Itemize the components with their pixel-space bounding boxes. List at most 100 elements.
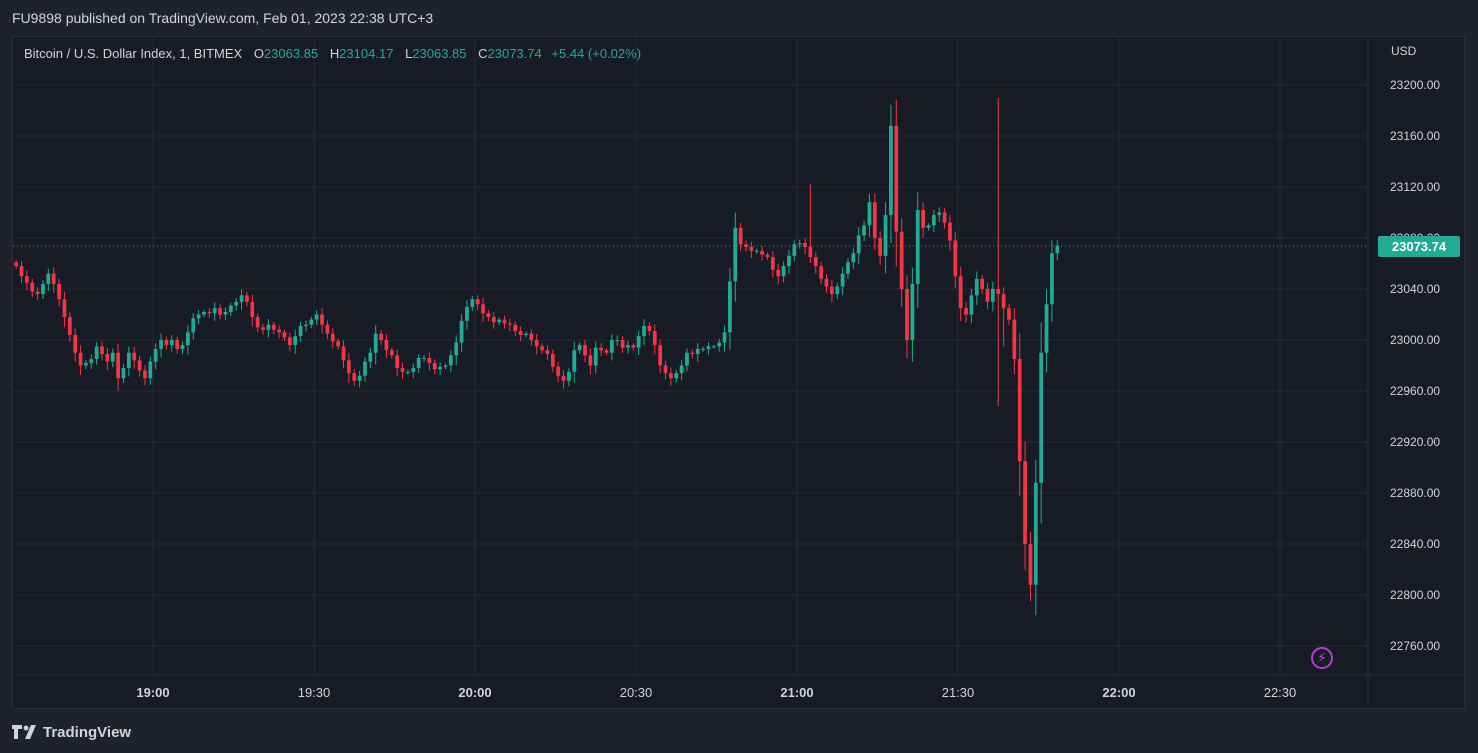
candle-body (465, 306, 469, 321)
candle-body (379, 333, 383, 340)
symbol-description[interactable]: Bitcoin / U.S. Dollar Index, 1, BITMEX (24, 46, 243, 61)
candle-body (41, 283, 45, 295)
y-tick-label: 23040.00 (1390, 282, 1440, 296)
candle-body (567, 371, 571, 381)
candle-body (706, 346, 711, 349)
candle-body (669, 373, 673, 379)
candle-body (1033, 482, 1038, 585)
candle-body (980, 278, 985, 289)
candle-body (196, 314, 201, 319)
candle-body (824, 278, 829, 287)
candle-body (749, 246, 754, 251)
y-tick-label: 23000.00 (1390, 333, 1440, 347)
candle-body (540, 346, 544, 351)
candle-body (422, 357, 426, 359)
candle-body (899, 231, 904, 289)
last-price-tag: 23073.74 (1378, 236, 1460, 257)
candle-body (191, 318, 196, 333)
candle-body (228, 305, 233, 312)
candle-body (475, 299, 480, 305)
candle-body (46, 273, 51, 284)
candle-body (347, 360, 351, 374)
candle-body (100, 346, 104, 355)
candlestick-chart[interactable]: 23200.0023160.0023120.0023080.0023040.00… (13, 37, 1464, 708)
candle-body (373, 333, 378, 353)
candle-body (889, 125, 893, 216)
candle-body (491, 317, 496, 323)
x-tick-label: 22:00 (1102, 685, 1135, 700)
candle-body (636, 336, 641, 348)
high-label: H (329, 46, 340, 61)
candle-body (416, 357, 421, 369)
candle-body (631, 345, 636, 348)
candle-body (717, 342, 722, 347)
candle-body (813, 257, 818, 267)
candle-body (180, 345, 185, 349)
publisher-line: FU9898 published on TradingView.com, Feb… (12, 10, 434, 26)
x-tick-label: 19:30 (298, 685, 331, 700)
candle-body (508, 323, 512, 325)
candle-body (314, 314, 319, 320)
candle-body (159, 340, 163, 349)
candle-body (51, 273, 56, 284)
candle-body (62, 299, 67, 318)
chart-frame[interactable]: 23200.0023160.0023120.0023080.0023040.00… (12, 36, 1465, 709)
candle-body (953, 240, 958, 277)
candle-body (856, 235, 861, 254)
candle-body (803, 243, 807, 247)
candle-body (872, 202, 877, 238)
candle-body (14, 262, 19, 267)
candle-body (1007, 308, 1011, 320)
candle-body (454, 342, 459, 356)
candle-body (239, 295, 244, 302)
tradingview-logo-icon[interactable] (12, 725, 38, 739)
candle-body (121, 368, 126, 379)
candle-body (615, 340, 620, 341)
candle-body (1039, 352, 1044, 483)
candle-body (470, 299, 475, 307)
y-tick-label: 23120.00 (1390, 180, 1440, 194)
candle-body (1028, 544, 1033, 585)
close-label: C (478, 46, 488, 61)
ohlc-legend: Bitcoin / U.S. Dollar Index, 1, BITMEX O… (24, 46, 641, 61)
candle-body (164, 340, 169, 346)
candle-body (792, 244, 797, 256)
candle-body (153, 348, 158, 362)
candle-body (577, 345, 582, 351)
candle-body (830, 286, 834, 295)
candle-body (878, 238, 883, 256)
candle-body (534, 340, 539, 347)
candle-body (642, 325, 646, 337)
candle-body (282, 332, 287, 338)
low-label: L (405, 46, 413, 61)
open-label: O (253, 46, 264, 61)
candle-body (277, 329, 281, 333)
candle-body (330, 333, 335, 342)
candle-body (132, 352, 137, 361)
candle-body (921, 209, 925, 228)
candle-body (352, 373, 357, 381)
candle-body (840, 273, 845, 287)
candle-body (695, 348, 700, 355)
candle-body (663, 365, 668, 374)
candle-body (148, 361, 153, 379)
candle-body (765, 254, 770, 258)
candle-body (1044, 304, 1049, 353)
candle-body (744, 244, 748, 247)
candle-body (1017, 359, 1022, 462)
candle-body (78, 352, 83, 366)
candle-body (84, 362, 88, 366)
candle-body (776, 269, 781, 277)
candle-body (169, 340, 174, 346)
candle-body (556, 366, 561, 376)
y-tick-label: 22800.00 (1390, 588, 1440, 602)
brand-name[interactable]: TradingView (43, 723, 132, 741)
lightning-icon[interactable]: ⚡ (1311, 647, 1333, 669)
candle-body (432, 362, 437, 370)
candle-body (116, 352, 120, 379)
currency-label[interactable]: USD (1391, 44, 1417, 58)
candle-body (652, 331, 657, 346)
candle-body (991, 289, 995, 302)
candle-body (524, 333, 528, 335)
candle-body (964, 308, 968, 315)
